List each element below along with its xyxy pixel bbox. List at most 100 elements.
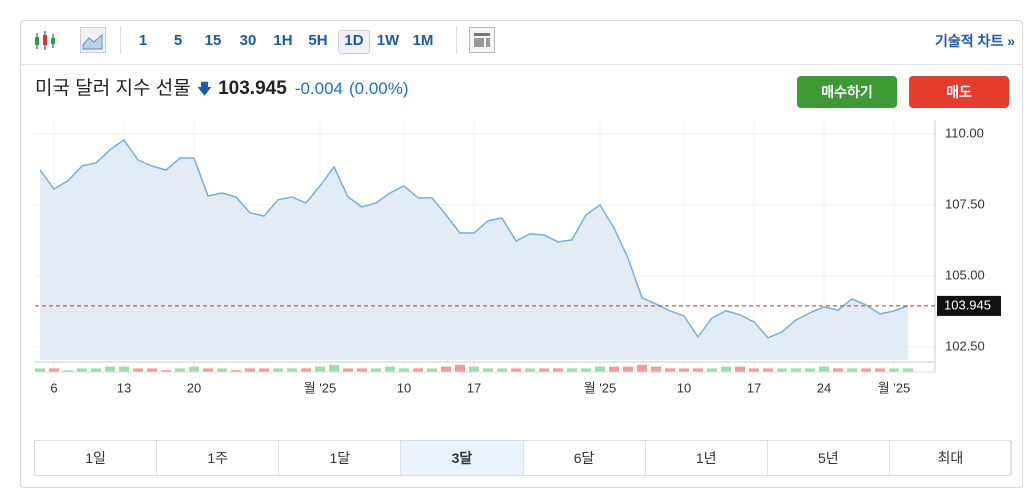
volume-bar (413, 368, 423, 372)
range-button[interactable]: 1주 (157, 441, 280, 475)
volume-bar (245, 368, 255, 372)
volume-bar (805, 368, 815, 372)
buy-button[interactable]: 매수하기 (797, 76, 897, 108)
volume-bar (763, 368, 773, 372)
x-tick-label: 월 '25 (878, 380, 911, 395)
volume-bar (875, 368, 885, 372)
y-tick-label: 105.00 (945, 267, 985, 282)
volume-bar (749, 368, 759, 372)
x-tick-label: 월 '25 (304, 380, 337, 395)
range-bar (34, 440, 1011, 476)
volume-bar (161, 370, 171, 372)
widget-frame (20, 20, 1023, 488)
range-button[interactable]: 3달 (401, 441, 524, 475)
volume-bar (455, 364, 465, 372)
volume-bar (35, 368, 45, 372)
divider (120, 26, 121, 54)
candle-icon[interactable] (32, 28, 62, 54)
range-button[interactable]: 6달 (524, 441, 646, 475)
interval-button[interactable]: 1M (412, 32, 434, 49)
x-tick-label: 6 (50, 380, 57, 395)
volume-bar (497, 368, 507, 372)
volume-bar (273, 368, 283, 372)
area-icon[interactable] (80, 27, 106, 53)
y-tick-label: 110.00 (945, 125, 984, 140)
range-button[interactable]: 최대 (890, 441, 1012, 475)
separator (20, 64, 1023, 65)
range-button[interactable]: 5년 (768, 441, 890, 475)
technical-link[interactable]: 기술적 차트 » (935, 33, 1015, 49)
volume-bar (595, 366, 605, 372)
area (40, 139, 908, 360)
volume-bar (665, 368, 675, 372)
volume-bar (833, 368, 843, 372)
volume-bar (203, 368, 213, 372)
volume-bar (217, 368, 227, 372)
volume-bar (679, 368, 689, 372)
volume-bar (399, 368, 409, 372)
volume-bar (133, 368, 143, 372)
sell-button[interactable]: 매도 (909, 76, 1009, 108)
interval-button[interactable]: 5 (173, 32, 183, 49)
volume-bar (469, 366, 479, 372)
volume-bar (147, 368, 157, 372)
title: 미국 달러 지수 선물 (35, 78, 191, 99)
volume-bar (525, 368, 535, 372)
interval-button[interactable]: 5H (308, 32, 328, 49)
layout-icon[interactable] (469, 27, 495, 53)
x-tick-label: 17 (467, 380, 481, 395)
interval-button[interactable]: 30 (239, 32, 257, 49)
volume-bar (861, 368, 871, 372)
volume-bar (441, 366, 451, 372)
volume-bar (175, 368, 185, 372)
interval-button[interactable]: 1W (376, 32, 400, 49)
volume-bar (721, 366, 731, 372)
volume-bar (371, 368, 381, 372)
x-tick-label: 20 (187, 380, 201, 395)
volume-bar (791, 368, 801, 372)
volume-bar (567, 368, 577, 372)
x-tick-label: 17 (747, 380, 761, 395)
volume-bar (301, 368, 311, 372)
quote-header: 미국 달러 지수 선물 🡇 103.945 -0.004 (0.00%) (35, 73, 409, 104)
interval-button[interactable]: 1D (338, 30, 370, 54)
volume-bar (637, 364, 647, 372)
volume-bar (777, 368, 787, 372)
volume-bar (315, 366, 325, 372)
volume-bar (707, 368, 717, 372)
last-price-label: 103.945 (944, 297, 991, 312)
interval-button[interactable]: 1H (273, 32, 293, 49)
down-arrow: 🡇 (196, 81, 213, 98)
volume-bar (581, 368, 591, 372)
volume-bar (889, 368, 899, 372)
volume-bar (427, 368, 437, 372)
volume-bar (357, 368, 367, 372)
volume-bar (91, 368, 101, 372)
divider (456, 26, 457, 54)
range-button[interactable]: 1달 (279, 441, 402, 475)
volume-bar (819, 366, 829, 372)
volume-bar (329, 364, 339, 372)
chart: Investing.com102.50105.00107.50110.00613… (35, 120, 1001, 395)
volume-bar (119, 366, 129, 372)
volume-bar (105, 366, 115, 372)
volume-bar (735, 366, 745, 372)
volume-bar (49, 368, 59, 372)
volume-bar (609, 366, 619, 372)
price: 103.945 (218, 78, 287, 99)
x-tick-label: 월 '25 (584, 380, 617, 395)
y-tick-label: 107.50 (945, 196, 985, 211)
last-price-box (937, 295, 1001, 316)
volume-bar (287, 368, 297, 372)
interval-button[interactable]: 15 (204, 32, 222, 49)
x-tick-label: 10 (397, 380, 411, 395)
range-button[interactable]: 1일 (35, 441, 158, 475)
x-tick-label: 10 (677, 380, 691, 395)
volume-bar (539, 368, 549, 372)
range-button[interactable]: 1년 (646, 441, 768, 475)
volume-bar (385, 366, 395, 372)
volume-bar (553, 368, 563, 372)
volume-bar (651, 366, 661, 372)
x-tick-label: 13 (117, 380, 131, 395)
interval-button[interactable]: 1 (138, 32, 148, 49)
